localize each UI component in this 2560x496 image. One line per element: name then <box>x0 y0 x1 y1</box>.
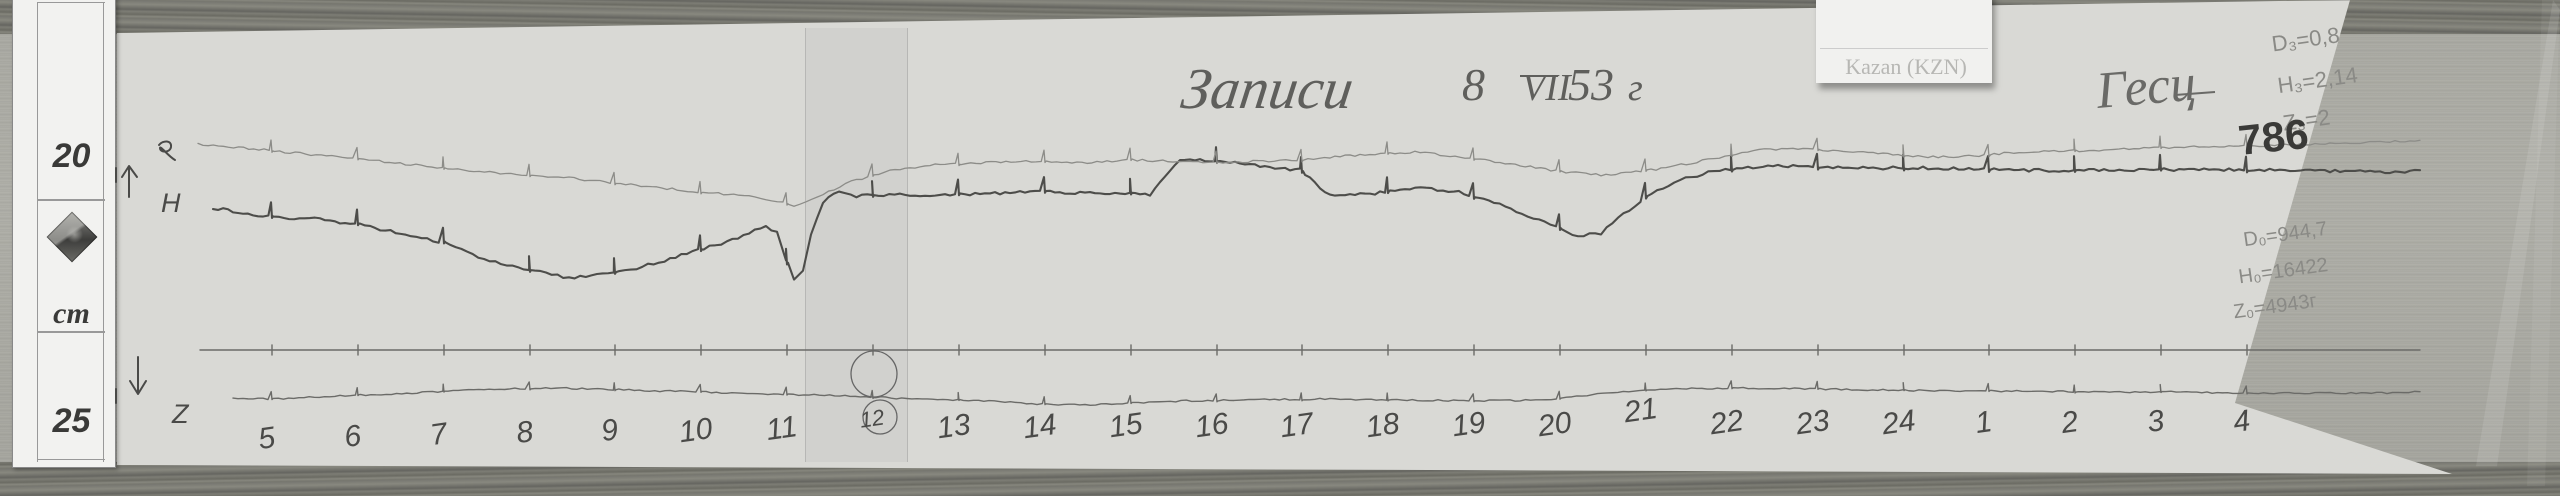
svg-text:Z₀=4943г: Z₀=4943г <box>2232 290 2318 323</box>
svg-text:5: 5 <box>256 421 277 456</box>
svg-text:D₀=944,7: D₀=944,7 <box>2242 218 2329 252</box>
svg-text:4: 4 <box>2231 404 2252 439</box>
svg-text:Z: Z <box>171 399 190 429</box>
svg-text:13: 13 <box>935 408 973 445</box>
svg-text:23: 23 <box>1793 404 1832 442</box>
svg-text:12: 12 <box>858 404 886 432</box>
svg-text:21: 21 <box>1621 392 1660 429</box>
svg-text:786: 786 <box>2236 110 2311 164</box>
svg-text:24: 24 <box>1879 404 1918 441</box>
svg-text:17: 17 <box>1278 407 1317 445</box>
svg-text:8: 8 <box>514 415 535 450</box>
svg-text:H₀=16422: H₀=16422 <box>2237 254 2329 288</box>
svg-text:8: 8 <box>1462 59 1485 110</box>
svg-text:22: 22 <box>1707 404 1746 442</box>
svg-text:16: 16 <box>1193 407 1231 444</box>
svg-text:Записи: Записи <box>1178 56 1358 121</box>
svg-text:19: 19 <box>1450 406 1488 443</box>
svg-text:18: 18 <box>1364 407 1402 444</box>
svg-text:H₃=2,14: H₃=2,14 <box>2276 62 2359 98</box>
svg-text:6: 6 <box>342 419 363 454</box>
svg-text:20: 20 <box>1535 406 1574 444</box>
svg-text:1: 1 <box>1973 405 1994 440</box>
svg-text:15: 15 <box>1107 407 1145 444</box>
svg-text:53: 53 <box>1568 59 1614 110</box>
svg-text:H: H <box>161 188 181 218</box>
svg-text:D₃=0,8: D₃=0,8 <box>2270 22 2341 56</box>
svg-text:10: 10 <box>677 412 715 449</box>
svg-text:14: 14 <box>1021 408 1059 445</box>
svg-text:9: 9 <box>599 413 620 448</box>
svg-text:г: г <box>1628 67 1643 109</box>
svg-text:7: 7 <box>428 417 450 452</box>
svg-text:VII: VII <box>1522 67 1573 109</box>
svg-text:3: 3 <box>2145 404 2166 439</box>
svg-text:2: 2 <box>2058 405 2080 440</box>
svg-text:11: 11 <box>764 410 799 447</box>
svg-text:Гесц: Гесц <box>2093 54 2198 120</box>
